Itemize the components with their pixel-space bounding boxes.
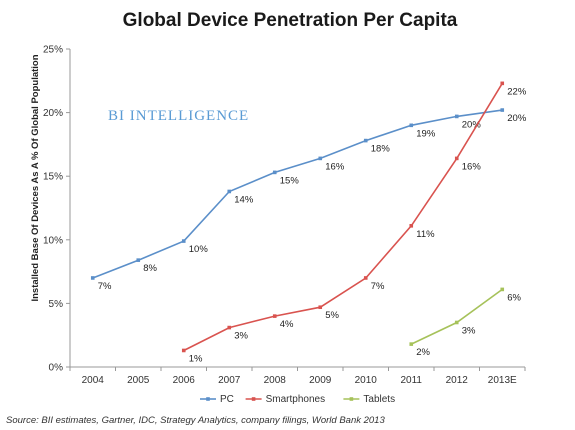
x-tick-label: 2006 — [173, 375, 196, 386]
data-label-pc: 10% — [189, 244, 209, 255]
data-point-pc — [227, 189, 232, 194]
data-point-smartphones — [181, 348, 186, 353]
data-label-smartphones: 22% — [507, 86, 527, 97]
series-layer: 7% 8% 10% 14% 15% 16% 18% 19% 20% 20% 1% 3% 4% 5% 7% 11… — [90, 81, 527, 364]
x-tick-label: 2007 — [218, 375, 241, 386]
legend: PC Smartphones Tablets — [200, 394, 395, 405]
data-point-smartphones — [318, 305, 323, 310]
data-label-smartphones: 4% — [280, 319, 294, 330]
data-label-pc: 7% — [98, 281, 112, 292]
data-label-pc: 8% — [143, 263, 157, 274]
data-label-smartphones: 11% — [416, 229, 435, 240]
data-label-pc: 20% — [462, 119, 482, 130]
data-point-smartphones — [454, 156, 459, 161]
x-tick-label: 2012 — [446, 375, 469, 386]
legend-label-pc: PC — [220, 394, 234, 405]
data-label-pc: 16% — [325, 161, 345, 172]
data-label-pc: 15% — [280, 175, 300, 186]
data-point-pc — [90, 276, 95, 280]
x-tick-label: 2009 — [309, 375, 332, 386]
data-point-pc — [409, 123, 414, 128]
data-point-smartphones — [409, 224, 414, 228]
data-point-pc — [181, 239, 186, 243]
data-label-smartphones: 16% — [462, 161, 482, 172]
legend-label-tablets: Tablets — [363, 394, 395, 405]
source-note: Source: BII estimates, Gartner, IDC, Str… — [6, 415, 385, 426]
series-line-tablets — [410, 288, 503, 345]
data-label-pc: 19% — [416, 128, 436, 139]
data-point-smartphones — [500, 81, 505, 86]
data-point-smartphones — [227, 325, 232, 330]
x-tick-label: 2008 — [264, 375, 287, 386]
data-point-pc — [272, 170, 277, 175]
y-axis: 0% 5% 10% 15% 20% 25% — [43, 45, 71, 374]
legend-label-smartphones: Smartphones — [266, 394, 325, 405]
x-tick-label: 2004 — [82, 375, 105, 386]
series-line-pc — [92, 109, 503, 279]
x-tick-label: 2005 — [127, 375, 150, 386]
data-point-smartphones — [272, 314, 277, 318]
watermark-brand: BI INTELLIGENCE — [108, 108, 249, 124]
data-point-smartphones — [363, 276, 368, 280]
data-label-pc: 14% — [234, 194, 254, 205]
data-point-tablets — [409, 342, 414, 346]
y-tick-label: 5% — [49, 299, 64, 310]
data-point-tablets — [454, 320, 459, 325]
y-axis-label: Installed Base Of Devices As A % Of Glob… — [30, 54, 41, 301]
data-point-pc — [500, 108, 505, 112]
y-tick-label: 10% — [43, 235, 63, 246]
series-line-smartphones — [183, 82, 503, 352]
data-label-smartphones: 1% — [189, 353, 203, 364]
data-label-tablets: 2% — [416, 347, 430, 358]
data-label-pc: 20% — [507, 113, 527, 124]
x-tick-label: 2011 — [400, 375, 422, 386]
data-label-tablets: 3% — [462, 325, 476, 336]
x-tick-label: 2010 — [355, 375, 378, 386]
data-point-pc — [363, 138, 368, 143]
y-tick-label: 25% — [43, 45, 63, 56]
data-point-pc — [454, 114, 459, 119]
data-label-tablets: 6% — [507, 292, 521, 303]
data-point-tablets — [500, 287, 505, 292]
data-label-pc: 18% — [371, 144, 391, 155]
data-label-smartphones: 3% — [234, 331, 248, 342]
data-point-pc — [318, 156, 323, 161]
x-axis: 2004 2005 2006 2007 2008 2009 2010 2011 2012 2013… — [69, 366, 526, 386]
legend-marker-smartphones — [251, 397, 256, 401]
chart-title: Global Device Penetration Per Capita — [123, 10, 458, 31]
x-tick-label: 2013E — [488, 375, 517, 386]
y-tick-label: 15% — [43, 172, 63, 183]
y-tick-label: 0% — [49, 363, 64, 374]
legend-marker-tablets — [349, 397, 354, 401]
data-label-smartphones: 7% — [371, 281, 385, 292]
data-label-smartphones: 5% — [325, 310, 339, 321]
data-point-pc — [136, 258, 141, 262]
legend-marker-pc — [206, 397, 210, 401]
y-tick-label: 20% — [43, 108, 63, 119]
